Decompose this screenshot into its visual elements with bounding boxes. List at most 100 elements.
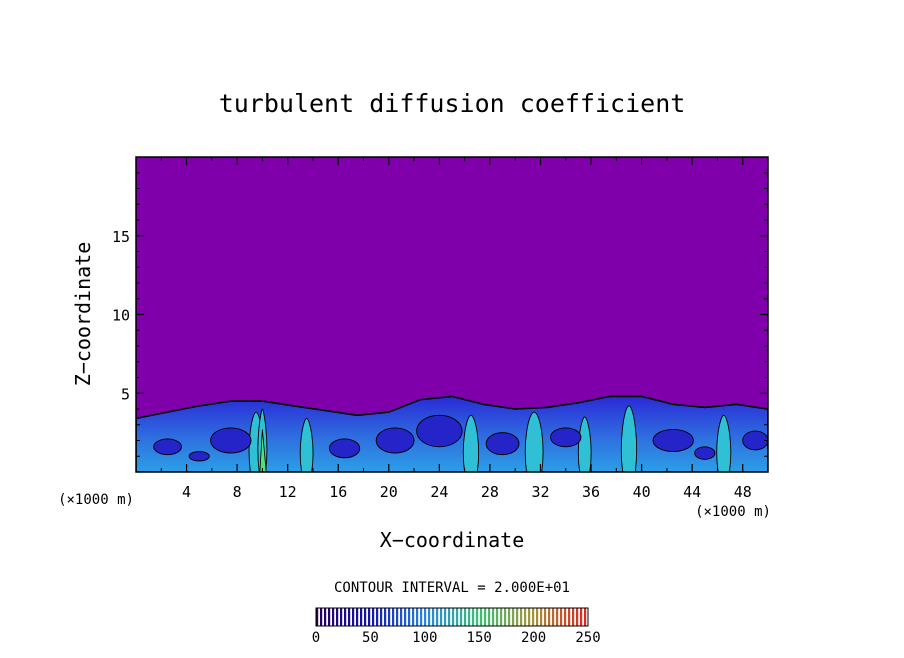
eddy-4 bbox=[375, 427, 415, 454]
colorbar-swatch bbox=[404, 608, 407, 626]
chart-title: turbulent diffusion coefficient bbox=[219, 89, 686, 118]
eddy-11 bbox=[694, 446, 716, 460]
colorbar-swatch bbox=[564, 608, 567, 626]
colorbar-swatch bbox=[408, 608, 411, 626]
eddy-1 bbox=[153, 438, 182, 456]
colorbar-swatch bbox=[584, 608, 587, 626]
x-axis: 4 8 12 16 20 24 28 32 36 40 44 48 bbox=[160, 157, 752, 501]
contour-interval-label: CONTOUR INTERVAL = 2.000E+01 bbox=[334, 580, 570, 596]
colorbar-swatch bbox=[560, 608, 563, 626]
colorbar-swatch bbox=[516, 608, 519, 626]
plot-area bbox=[135, 156, 769, 473]
colorbar-swatch bbox=[468, 608, 471, 626]
colorbar-tick-label: 0 bbox=[312, 630, 320, 646]
colorbar-swatch bbox=[580, 608, 583, 626]
y-axis: 5 10 15 bbox=[112, 172, 768, 457]
plume-8 bbox=[716, 414, 732, 472]
colorbar-swatch bbox=[372, 608, 375, 626]
plume-5 bbox=[524, 411, 544, 472]
colorbar-swatch bbox=[336, 608, 339, 626]
colorbar-swatch bbox=[452, 608, 455, 626]
y-tick-label: 10 bbox=[112, 307, 130, 325]
colorbar-swatch bbox=[448, 608, 451, 626]
x-tick-label: 4 bbox=[182, 483, 191, 501]
x-tick-label: 36 bbox=[582, 483, 600, 501]
colorbar-swatch bbox=[524, 608, 527, 626]
x-axis-unit-right: (×1000 m) bbox=[695, 504, 771, 520]
colorbar-swatch bbox=[536, 608, 539, 626]
colorbar-swatch bbox=[400, 608, 403, 626]
colorbar-swatch bbox=[396, 608, 399, 626]
colorbar-swatch bbox=[504, 608, 507, 626]
x-tick-label: 8 bbox=[233, 483, 242, 501]
colorbar-swatch bbox=[388, 608, 391, 626]
x-tick-label: 16 bbox=[329, 483, 347, 501]
colorbar-swatch bbox=[420, 608, 423, 626]
colorbar-tick-label: 150 bbox=[467, 630, 492, 646]
colorbar-swatch bbox=[428, 608, 431, 626]
colorbar-swatch bbox=[328, 608, 331, 626]
colorbar-tick-label: 200 bbox=[521, 630, 546, 646]
x-tick-label: 20 bbox=[380, 483, 398, 501]
x-tick-label: 44 bbox=[683, 483, 701, 501]
colorbar-swatch bbox=[320, 608, 323, 626]
eddy-5 bbox=[416, 414, 463, 448]
peak-core bbox=[259, 429, 267, 472]
colorbar-frame bbox=[315, 607, 589, 627]
y-tick-label: 5 bbox=[121, 385, 130, 403]
colorbar-swatch bbox=[512, 608, 515, 626]
colorbar-swatch bbox=[364, 608, 367, 626]
x-tick-label: 24 bbox=[430, 483, 448, 501]
colorbar-swatch bbox=[520, 608, 523, 626]
colorbar-swatch bbox=[540, 608, 543, 626]
plume-4 bbox=[462, 414, 480, 472]
plume-6 bbox=[577, 416, 592, 472]
colorbar-swatch bbox=[384, 608, 387, 626]
colorbar-tick-labels: 0 50 100 150 200 250 bbox=[312, 630, 601, 646]
eddy-10 bbox=[188, 451, 210, 462]
colorbar-tick-label: 100 bbox=[412, 630, 437, 646]
colorbar-swatch bbox=[488, 608, 491, 626]
eddy-8 bbox=[652, 429, 694, 452]
colorbar-swatch bbox=[544, 608, 547, 626]
colorbar-swatch bbox=[508, 608, 511, 626]
colorbar bbox=[315, 607, 589, 627]
colorbar-swatch bbox=[440, 608, 443, 626]
x-tick-label: 32 bbox=[531, 483, 549, 501]
colorbar-swatch bbox=[476, 608, 479, 626]
x-tick-label: 48 bbox=[734, 483, 752, 501]
x-tick-label: 12 bbox=[279, 483, 297, 501]
x-tick-label: 28 bbox=[481, 483, 499, 501]
colorbar-swatch bbox=[576, 608, 579, 626]
colorbar-swatch bbox=[456, 608, 459, 626]
x-axis-title: X−coordinate bbox=[380, 528, 525, 552]
colorbar-swatch bbox=[412, 608, 415, 626]
colorbar-swatch bbox=[484, 608, 487, 626]
colorbar-swatch bbox=[316, 608, 319, 626]
x-axis-unit-left: (×1000 m) bbox=[58, 492, 134, 508]
colorbar-swatch bbox=[464, 608, 467, 626]
y-tick-label: 15 bbox=[112, 228, 130, 246]
colorbar-swatch bbox=[572, 608, 575, 626]
colorbar-swatch bbox=[436, 608, 439, 626]
colorbar-swatch bbox=[460, 608, 463, 626]
colorbar-swatch bbox=[556, 608, 559, 626]
x-tick-label: 40 bbox=[633, 483, 651, 501]
plume-7 bbox=[620, 405, 638, 472]
y-axis-title: Z−coordinate bbox=[71, 242, 95, 387]
colorbar-swatch bbox=[472, 608, 475, 626]
eddy-6 bbox=[485, 432, 520, 456]
colorbar-swatch bbox=[380, 608, 383, 626]
colorbar-swatch bbox=[368, 608, 371, 626]
colorbar-tick-label: 250 bbox=[575, 630, 600, 646]
colorbar-swatch bbox=[416, 608, 419, 626]
colorbar-swatch bbox=[444, 608, 447, 626]
turbulent-eddies bbox=[153, 414, 768, 462]
colorbar-swatch bbox=[528, 608, 531, 626]
turbulent-plumes bbox=[248, 405, 732, 472]
colorbar-swatch bbox=[352, 608, 355, 626]
colorbar-swatch bbox=[344, 608, 347, 626]
eddy-2 bbox=[210, 427, 252, 454]
colorbar-swatch bbox=[332, 608, 335, 626]
